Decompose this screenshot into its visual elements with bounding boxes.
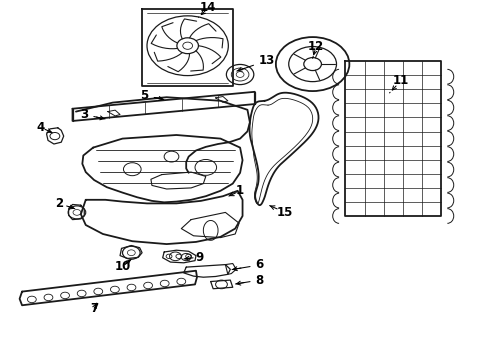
Text: 6: 6 bbox=[232, 258, 264, 271]
Text: 4: 4 bbox=[36, 121, 52, 134]
Text: 1: 1 bbox=[229, 184, 244, 197]
Text: 3: 3 bbox=[80, 108, 105, 121]
Text: 13: 13 bbox=[237, 54, 275, 71]
Text: 7: 7 bbox=[90, 302, 98, 315]
Text: 15: 15 bbox=[270, 206, 294, 219]
Text: 10: 10 bbox=[114, 260, 131, 273]
Text: 8: 8 bbox=[236, 274, 264, 287]
Text: 9: 9 bbox=[184, 251, 204, 264]
Text: 2: 2 bbox=[55, 197, 75, 210]
Text: 14: 14 bbox=[198, 1, 217, 17]
Text: 5: 5 bbox=[141, 89, 164, 102]
Text: 12: 12 bbox=[308, 40, 324, 58]
Text: 11: 11 bbox=[390, 75, 409, 93]
